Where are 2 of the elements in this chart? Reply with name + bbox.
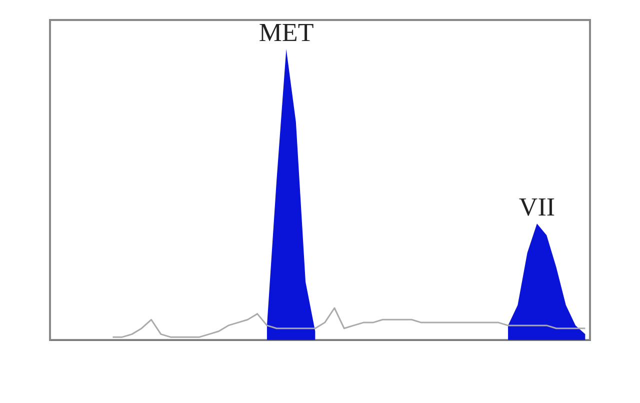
text: MET <box>258 18 314 48</box>
annotation: VII <box>518 192 556 222</box>
